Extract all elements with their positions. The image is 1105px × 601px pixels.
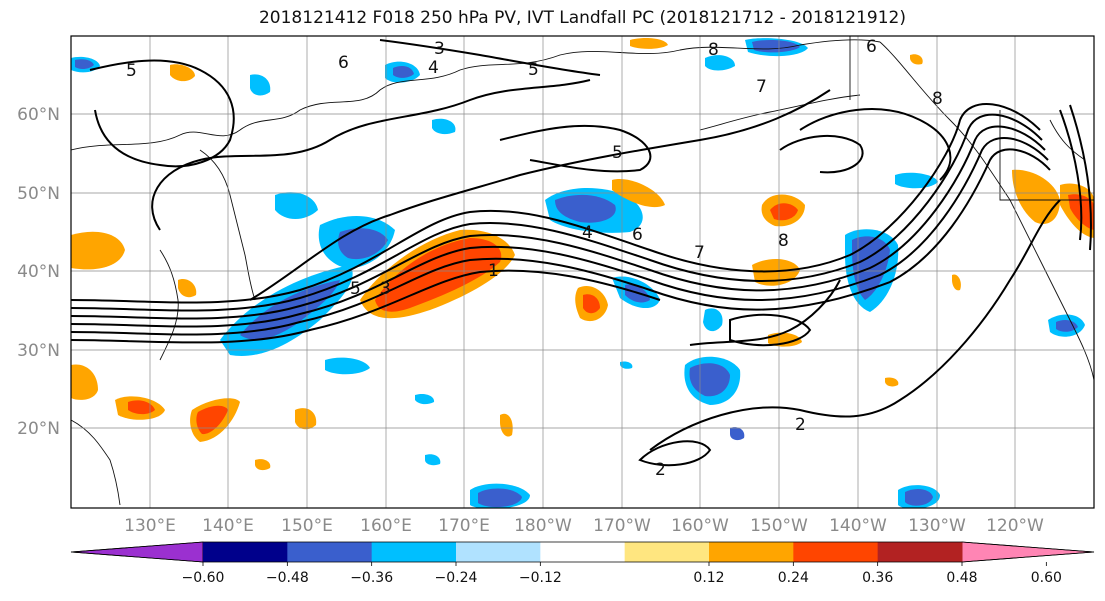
colorbar-tick-label: −0.48: [266, 570, 309, 586]
contour-label: 7: [756, 77, 767, 97]
colorbar-tick-label: −0.60: [182, 570, 225, 586]
colorbar-swatch: [540, 542, 626, 562]
colorbar-swatch: [287, 542, 373, 562]
lon-label: 130°E: [124, 516, 176, 536]
contour-label: 8: [708, 40, 719, 60]
colorbar-swatch: [793, 542, 879, 562]
contour-label: 1: [488, 261, 499, 281]
lat-label: 40°N: [17, 262, 60, 282]
contour-label: 5: [350, 279, 361, 299]
latitude-labels: 60°N 50°N 40°N 30°N 20°N: [17, 105, 60, 439]
colorbar: −0.60 −0.48 −0.36 −0.24 −0.12 0.12 0.24 0.36 0.4…: [70, 541, 1095, 586]
colorbar-tick-label: 0.48: [946, 570, 977, 586]
colorbar-swatch: [709, 542, 794, 562]
colorbar-tick-label: 0.60: [1031, 570, 1062, 586]
contour-label: 3: [434, 39, 445, 59]
longitude-labels: 130°E 140°E 150°E 160°E 170°E 180°W 170°…: [124, 516, 1044, 536]
contour-label: 5: [528, 60, 539, 80]
lon-label: 120°W: [986, 516, 1044, 536]
colorbar-swatch: [877, 542, 963, 562]
colorbar-swatch: [456, 542, 541, 562]
colorbar-tick-label: −0.24: [435, 570, 478, 586]
lat-label: 60°N: [17, 105, 60, 125]
colorbar-extend-min: [70, 541, 204, 563]
lon-label: 150°W: [750, 516, 808, 536]
map-frame: [70, 35, 1095, 509]
colorbar-tick-label: 0.36: [862, 570, 893, 586]
colorbar-swatch: [203, 542, 288, 562]
colorbar-extend-max: [961, 541, 1095, 563]
lon-label: 170°E: [438, 516, 490, 536]
contour-label-group: 5 3 4 6 5 8 6 7 5 4 6 7 8 8 5 3 1 2 2: [126, 37, 943, 480]
contour-label: 4: [582, 223, 593, 243]
colorbar-tick-label: 0.12: [693, 570, 724, 586]
lat-label: 20°N: [17, 419, 60, 439]
colorbar-tick-label: −0.12: [519, 570, 562, 586]
colorbar-swatch: [624, 542, 710, 562]
chart-title: 2018121412 F018 250 hPa PV, IVT Landfall…: [258, 8, 906, 28]
contour-label: 5: [126, 61, 137, 81]
lon-label: 160°W: [671, 516, 729, 536]
lon-label: 170°W: [593, 516, 651, 536]
lon-label: 180°W: [514, 516, 572, 536]
lon-label: 160°E: [360, 516, 412, 536]
contour-label: 8: [932, 89, 943, 109]
contour-label: 6: [632, 225, 643, 245]
contour-label: 3: [380, 279, 391, 299]
contour-label: 6: [338, 53, 349, 73]
contour-label: 8: [778, 231, 789, 251]
colorbar-tick-label: −0.36: [350, 570, 393, 586]
pv-contours: [71, 39, 1092, 467]
contour-label: 7: [694, 243, 705, 263]
lat-label: 50°N: [17, 184, 60, 204]
contour-label: 6: [866, 37, 877, 57]
lon-label: 130°W: [908, 516, 966, 536]
lat-label: 30°N: [17, 341, 60, 361]
lon-label: 150°E: [281, 516, 333, 536]
coastlines: [71, 36, 1094, 506]
contour-label: 2: [655, 460, 666, 480]
colorbar-swatch: [371, 542, 457, 562]
contour-label: 5: [612, 143, 623, 163]
colorbar-tick-label: 0.24: [778, 570, 809, 586]
lon-label: 140°W: [829, 516, 887, 536]
map-panel: [71, 36, 1094, 508]
contour-label: 2: [795, 415, 806, 435]
lon-label: 140°E: [202, 516, 254, 536]
contour-label: 4: [428, 58, 439, 78]
